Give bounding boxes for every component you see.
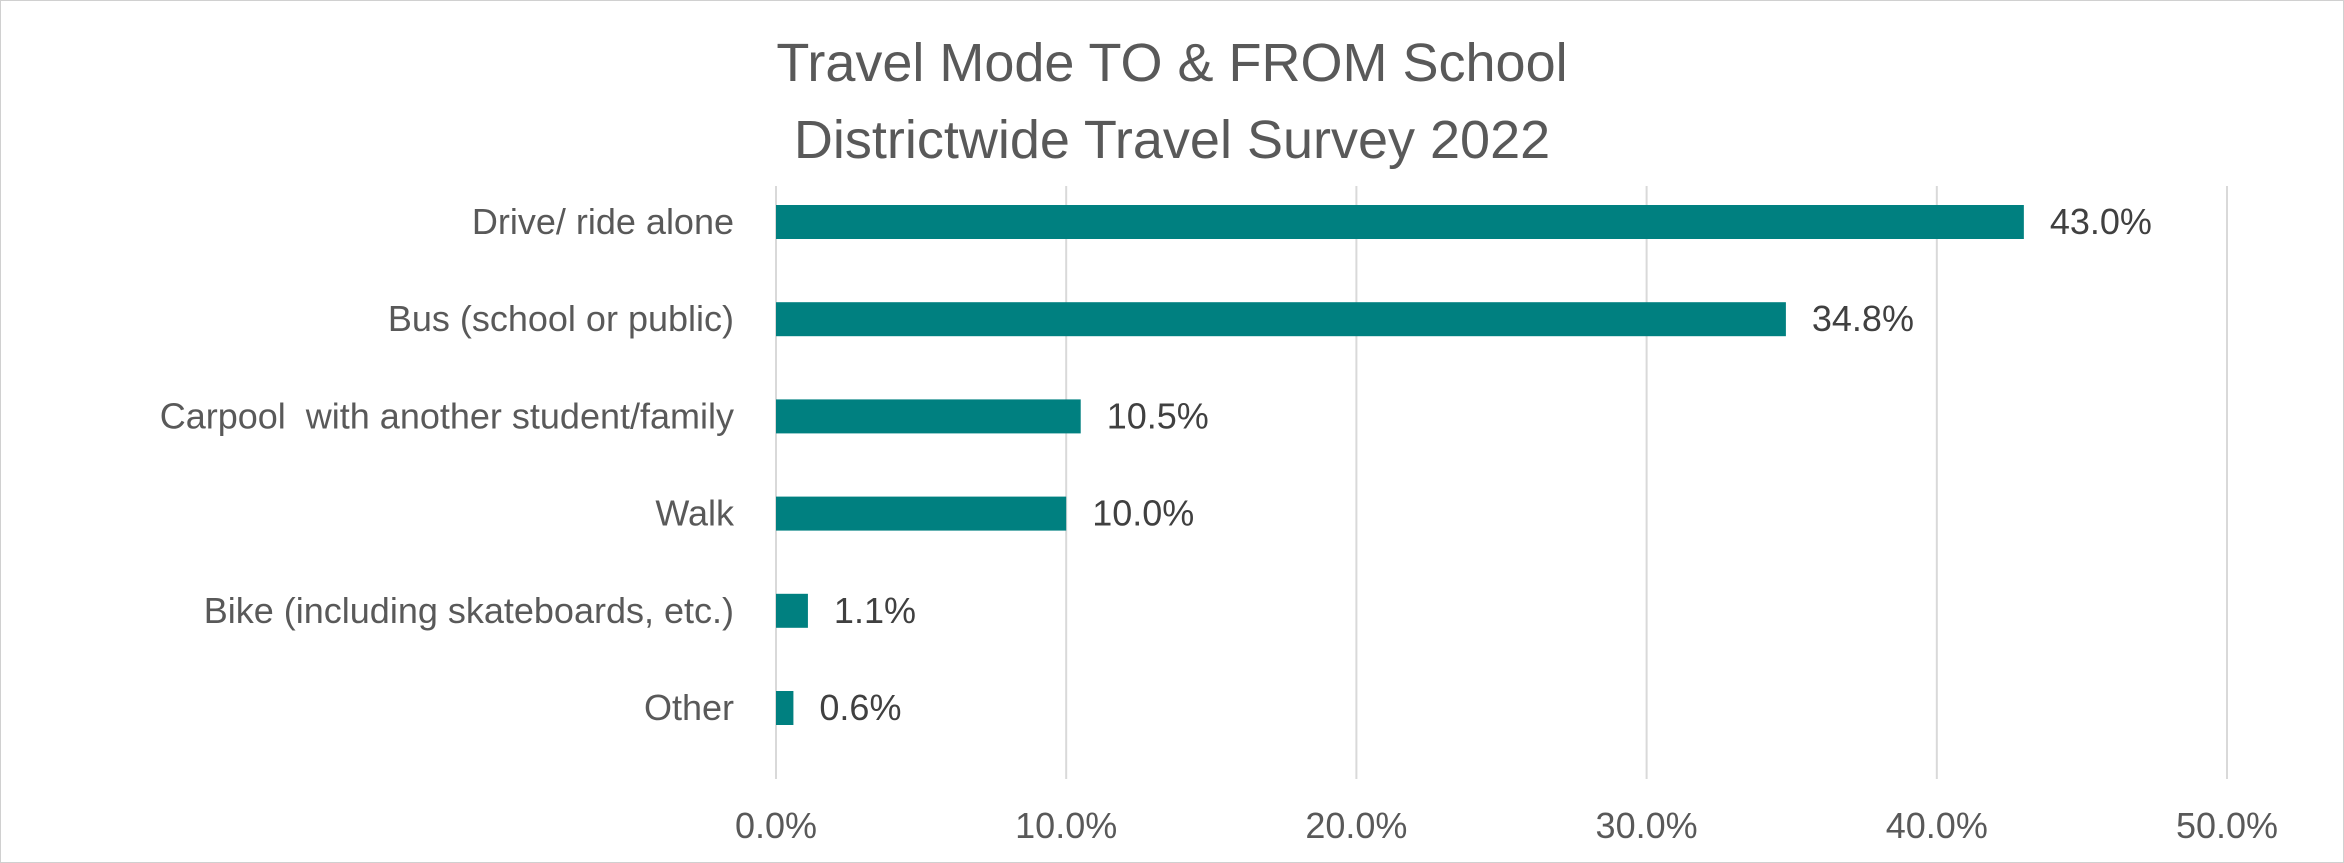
- data-labels: 43.0% 34.8% 10.5% 10.0% 1.1% 0.6%: [819, 201, 2152, 728]
- data-label: 43.0%: [2050, 201, 2152, 242]
- bar: [776, 302, 1786, 337]
- category-label: Carpool with another student/family: [160, 395, 734, 436]
- data-label: 0.6%: [819, 687, 901, 728]
- category-label: Bus (school or public): [388, 298, 734, 339]
- category-labels: Drive/ ride alone Bus (school or public) C…: [160, 201, 735, 728]
- x-tick-label: 0.0%: [735, 805, 817, 846]
- bar: [776, 593, 808, 628]
- bar: [776, 205, 2024, 239]
- x-tick-label: 30.0%: [1596, 805, 1698, 846]
- bar: [776, 691, 794, 725]
- chart-title-line-1: Travel Mode TO & FROM School: [776, 33, 1567, 93]
- x-tick-label: 40.0%: [1886, 805, 1988, 846]
- data-label: 34.8%: [1812, 298, 1914, 339]
- gridlines: [775, 186, 2228, 779]
- x-tick-label: 10.0%: [1015, 805, 1117, 846]
- category-label: Other: [644, 687, 734, 728]
- data-label: 1.1%: [834, 590, 916, 631]
- category-label: Bike (including skateboards, etc.): [204, 590, 734, 631]
- bar: [776, 399, 1081, 434]
- x-axis-tick-labels: 0.0% 10.0% 20.0% 30.0% 40.0% 50.0%: [735, 805, 2278, 846]
- chart-title-line-2: Districtwide Travel Survey 2022: [794, 110, 1550, 170]
- category-label: Drive/ ride alone: [472, 201, 734, 242]
- data-label: 10.5%: [1107, 395, 1209, 436]
- x-tick-label: 20.0%: [1305, 805, 1407, 846]
- x-tick-label: 50.0%: [2176, 805, 2278, 846]
- bars: [776, 205, 2024, 725]
- data-label: 10.0%: [1092, 493, 1194, 534]
- category-label: Walk: [655, 493, 735, 534]
- bar: [776, 496, 1067, 531]
